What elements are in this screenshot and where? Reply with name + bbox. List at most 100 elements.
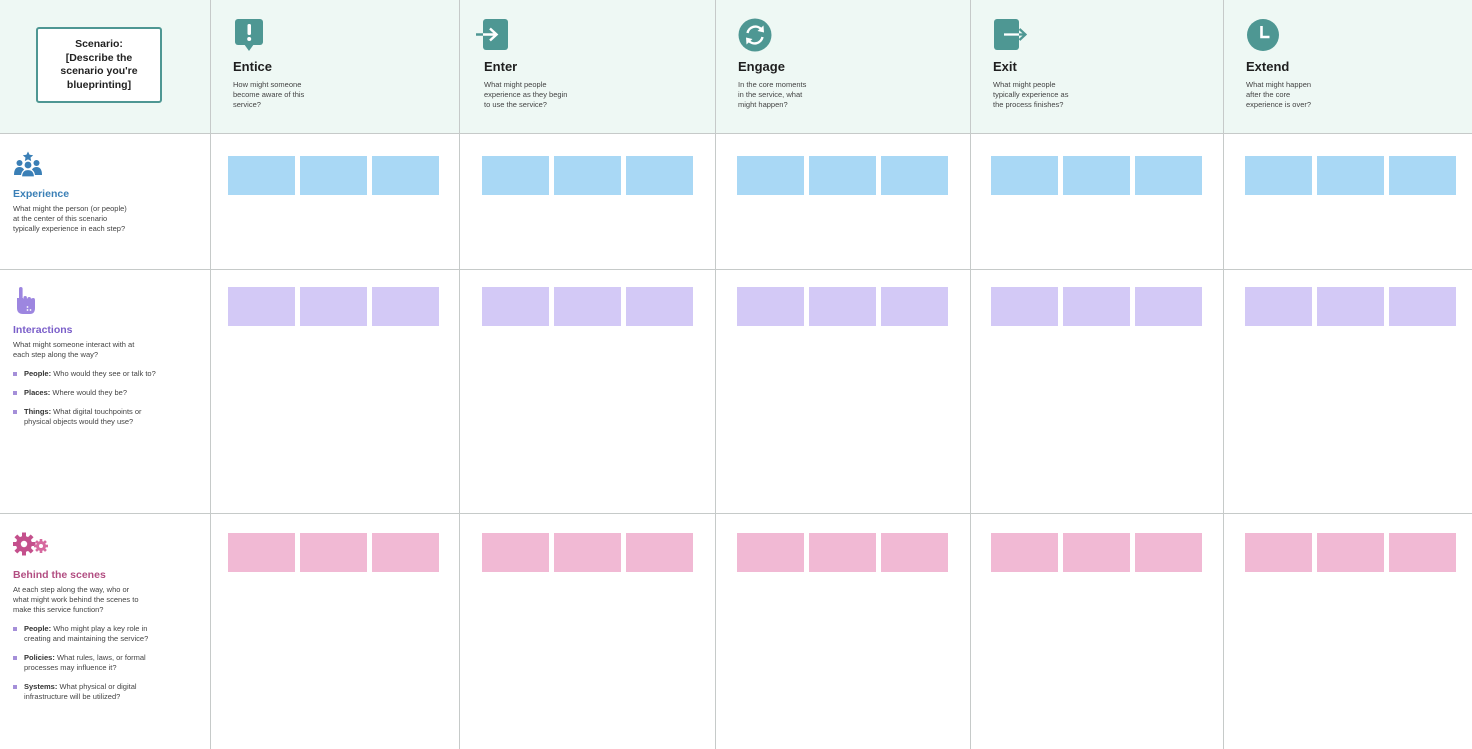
- sticky-note-behind-the-scenes[interactable]: [626, 533, 693, 572]
- phase-description-line: service?: [233, 100, 261, 109]
- row-bullet-list: People: Who might play a key role in cre…: [13, 624, 203, 702]
- sticky-note-interactions[interactable]: [991, 287, 1058, 326]
- bullet-item: People: Who would they see or talk to?: [13, 369, 173, 379]
- clock-icon: [1247, 19, 1279, 51]
- sticky-note-interactions[interactable]: [372, 287, 439, 326]
- phase-description: What might people typically experience a…: [993, 80, 1093, 110]
- phase-title: Engage: [738, 59, 785, 74]
- sticky-note-experience[interactable]: [1135, 156, 1202, 195]
- bullet-label: People:: [24, 369, 52, 378]
- sticky-note-behind-the-scenes[interactable]: [482, 533, 549, 572]
- phase-description: What might happen after the core experie…: [1246, 80, 1346, 110]
- phase-description-line: become aware of this: [233, 90, 305, 99]
- sticky-note-interactions[interactable]: [626, 287, 693, 326]
- sticky-note-experience[interactable]: [737, 156, 804, 195]
- sticky-note-behind-the-scenes[interactable]: [228, 533, 295, 572]
- sticky-note-experience[interactable]: [372, 156, 439, 195]
- sticky-note-behind-the-scenes[interactable]: [881, 533, 948, 572]
- sticky-note-interactions[interactable]: [809, 287, 876, 326]
- phase-description-line: In the core moments: [738, 80, 807, 89]
- row-title: Interactions: [13, 324, 73, 336]
- sticky-note-interactions[interactable]: [1135, 287, 1202, 326]
- sticky-note-experience[interactable]: [881, 156, 948, 195]
- phase-description-line: the process finishes?: [993, 100, 1064, 109]
- phase-exit: Exit What might people typically experie…: [971, 0, 1223, 133]
- column-divider: [1223, 0, 1224, 749]
- sticky-note-experience[interactable]: [482, 156, 549, 195]
- refresh-cycle-icon: [738, 18, 772, 52]
- bullet-text: Where would they be?: [52, 388, 128, 397]
- phase-description-line: might happen?: [738, 100, 788, 109]
- sticky-note-interactions[interactable]: [300, 287, 367, 326]
- sticky-note-experience[interactable]: [228, 156, 295, 195]
- sticky-note-interactions[interactable]: [554, 287, 621, 326]
- sticky-note-behind-the-scenes[interactable]: [1063, 533, 1130, 572]
- sticky-note-experience[interactable]: [554, 156, 621, 195]
- sticky-note-behind-the-scenes[interactable]: [1317, 533, 1384, 572]
- sticky-note-behind-the-scenes[interactable]: [554, 533, 621, 572]
- sticky-note-behind-the-scenes[interactable]: [1245, 533, 1312, 572]
- sticky-note-behind-the-scenes[interactable]: [809, 533, 876, 572]
- sticky-note-interactions[interactable]: [1317, 287, 1384, 326]
- row-description-line: At each step along the way, who or: [13, 585, 130, 594]
- phase-description: How might someone become aware of this s…: [233, 80, 333, 110]
- bullet-item: People: Who might play a key role in cre…: [13, 624, 161, 644]
- phase-description-line: What might happen: [1246, 80, 1312, 89]
- phase-description-line: What might people: [484, 80, 547, 89]
- phase-description-line: in the service, what: [738, 90, 803, 99]
- sticky-note-behind-the-scenes[interactable]: [1135, 533, 1202, 572]
- phase-description-line: typically experience as: [993, 90, 1069, 99]
- sticky-note-experience[interactable]: [1245, 156, 1312, 195]
- bullet-text: What rules, laws, or formal processes ma…: [24, 653, 146, 672]
- scenario-box[interactable]: Scenario: [Describe the scenario you're …: [36, 27, 162, 103]
- sticky-note-experience[interactable]: [1389, 156, 1456, 195]
- phase-description-line: experience is over?: [1246, 100, 1312, 109]
- sticky-note-behind-the-scenes[interactable]: [300, 533, 367, 572]
- phase-description-line: after the core: [1246, 90, 1291, 99]
- sticky-note-experience[interactable]: [809, 156, 876, 195]
- sticky-note-experience[interactable]: [991, 156, 1058, 195]
- phase-enter: Enter What might people experience as th…: [460, 0, 715, 133]
- row-divider: [0, 513, 1472, 514]
- scenario-line: blueprinting]: [66, 78, 132, 91]
- column-divider: [210, 0, 211, 749]
- bullet-item: Systems: What physical or digital infras…: [13, 682, 148, 702]
- row-description: What might the person (or people) at the…: [13, 204, 163, 234]
- row-behind-the-scenes: Behind the scenes At each step along the…: [12, 531, 203, 711]
- sticky-note-interactions[interactable]: [881, 287, 948, 326]
- sticky-note-interactions[interactable]: [737, 287, 804, 326]
- sticky-note-interactions[interactable]: [1245, 287, 1312, 326]
- bullet-text: What physical or digital infrastructure …: [24, 682, 137, 701]
- column-divider: [459, 0, 460, 749]
- bullet-text: Who might play a key role in creating an…: [24, 624, 149, 643]
- sticky-note-behind-the-scenes[interactable]: [737, 533, 804, 572]
- scenario-line: Scenario:: [75, 38, 123, 50]
- phase-description-line: What might people: [993, 80, 1056, 89]
- row-description-line: What might the person (or people): [13, 204, 127, 213]
- sticky-note-interactions[interactable]: [1063, 287, 1130, 326]
- row-description-line: make this service function?: [13, 605, 104, 614]
- sticky-note-experience[interactable]: [1317, 156, 1384, 195]
- sticky-note-interactions[interactable]: [1389, 287, 1456, 326]
- row-title: Experience: [13, 188, 70, 200]
- phase-title: Extend: [1246, 59, 1290, 74]
- row-experience: Experience What might the person (or peo…: [13, 150, 203, 234]
- bullet-item: Places: Where would they be?: [13, 388, 173, 398]
- sticky-note-experience[interactable]: [626, 156, 693, 195]
- pointing-hand-icon: [17, 287, 35, 314]
- sticky-note-behind-the-scenes[interactable]: [1389, 533, 1456, 572]
- gears-icon: [12, 532, 48, 556]
- sticky-note-interactions[interactable]: [482, 287, 549, 326]
- sticky-note-behind-the-scenes[interactable]: [372, 533, 439, 572]
- sticky-note-interactions[interactable]: [228, 287, 295, 326]
- bullet-label: People:: [24, 624, 52, 633]
- row-description-line: typically experience in each step?: [13, 224, 126, 233]
- sticky-note-experience[interactable]: [1063, 156, 1130, 195]
- row-description-line: What might someone interact with at: [13, 340, 135, 349]
- sticky-note-behind-the-scenes[interactable]: [991, 533, 1058, 572]
- sticky-note-experience[interactable]: [300, 156, 367, 195]
- bullet-label: Policies:: [24, 653, 55, 662]
- phase-description-line: to use the service?: [484, 100, 547, 109]
- row-description-line: each step along the way?: [13, 350, 99, 359]
